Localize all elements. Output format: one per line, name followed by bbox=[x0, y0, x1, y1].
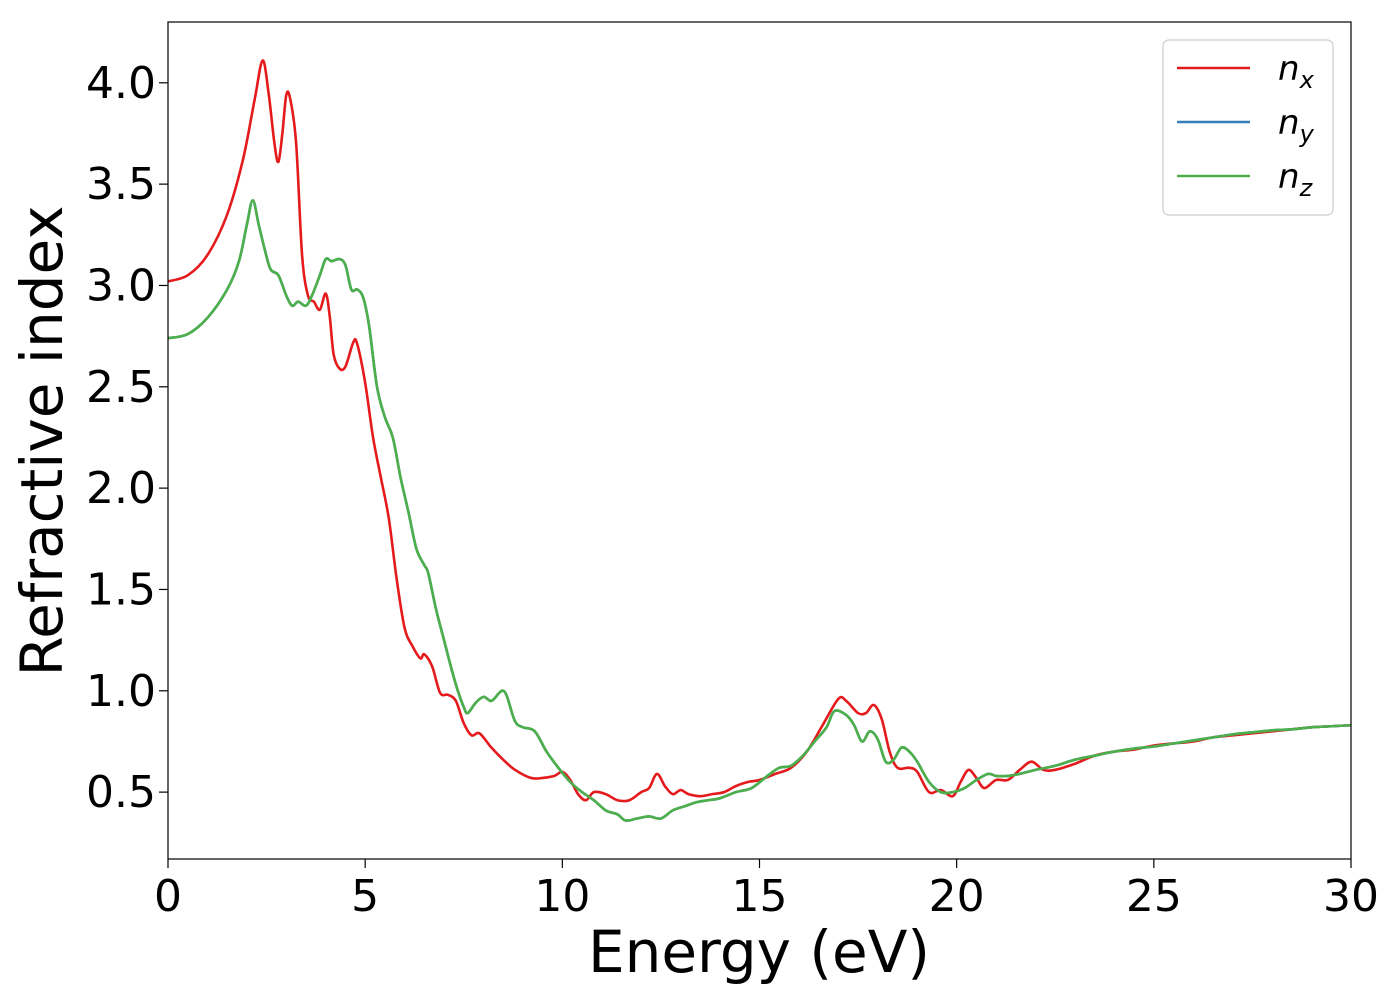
x-tick-label: 10 bbox=[534, 871, 590, 922]
x-tick-label: 30 bbox=[1323, 871, 1379, 922]
x-tick-label: 15 bbox=[732, 871, 788, 922]
series-line-x bbox=[168, 59, 1351, 803]
legend-label-x: nx bbox=[1278, 49, 1315, 94]
legend-box bbox=[1162, 39, 1334, 216]
x-tick-label: 25 bbox=[1126, 871, 1182, 922]
y-tick-label: 1.0 bbox=[86, 666, 156, 717]
y-tick-label: 2.5 bbox=[86, 362, 156, 413]
y-tick-label: 3.5 bbox=[86, 159, 156, 210]
x-tick-label: 0 bbox=[154, 871, 182, 922]
y-axis-label: Refractive index bbox=[8, 205, 76, 676]
legend-label-z: nz bbox=[1278, 157, 1314, 202]
y-tick-label: 3.0 bbox=[86, 260, 156, 311]
plot-background bbox=[168, 22, 1351, 859]
y-tick-label: 4.0 bbox=[86, 58, 156, 109]
x-tick-label: 5 bbox=[351, 871, 379, 922]
series-layer bbox=[168, 59, 1351, 822]
legend: nx ny nz bbox=[1162, 39, 1334, 216]
legend-label-y: ny bbox=[1278, 103, 1315, 148]
axes-layer: 0 5 10 15 20 25 30 0.5 1.0 1.5 2.0 2.5 3.0 3.5 4.0 bbox=[86, 21, 1379, 922]
plot-area bbox=[168, 22, 1351, 859]
x-tick-label: 20 bbox=[929, 871, 985, 922]
y-tick-label: 1.5 bbox=[86, 564, 156, 615]
x-axis-label: Energy (eV) bbox=[588, 918, 930, 986]
series-line-z bbox=[168, 199, 1351, 822]
y-tick-label: 0.5 bbox=[86, 767, 156, 818]
y-tick-label: 2.0 bbox=[86, 463, 156, 514]
